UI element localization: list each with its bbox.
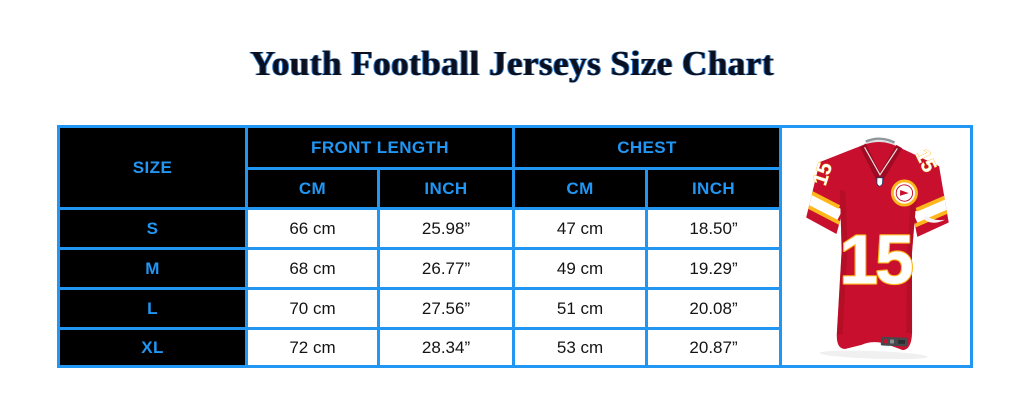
page-title: Youth Football Jerseys Size Chart [250, 44, 774, 83]
vneck-piping [863, 146, 898, 176]
chest-cm-cell: 53 cm [512, 327, 649, 368]
back-collar [862, 139, 897, 147]
cm-header-front: CM [245, 167, 380, 210]
collar-stripe [864, 136, 895, 144]
front-cm-cell: 70 cm [245, 287, 380, 330]
size-cell: S [57, 207, 248, 250]
size-chart-table: SIZE FRONT LENGTH CHEST [57, 125, 974, 368]
chest-cm-cell: 51 cm [512, 287, 649, 330]
chest-cm-cell: 47 cm [512, 207, 649, 250]
chest-inch-cell: 20.08” [645, 287, 783, 330]
table-row-l: L 70 cm 27.56” 51 cm 20.08” [57, 287, 972, 330]
front-inch-cell: 27.56” [376, 287, 516, 330]
chest-cm-cell: 49 cm [512, 247, 649, 290]
front-cm-cell: 72 cm [245, 327, 380, 368]
jersey-number: 15 [839, 220, 912, 298]
left-side-panel [836, 189, 847, 335]
chest-header: CHEST [512, 125, 783, 170]
front-length-header: FRONT LENGTH [244, 125, 516, 170]
inch-header-chest: INCH [645, 167, 783, 210]
chiefs-patch-icon [890, 179, 918, 207]
front-cm-cell: 66 cm [245, 207, 380, 250]
table-row-m: M 68 cm 26.77” 49 cm 19.29” [57, 247, 972, 290]
size-cell: M [57, 247, 248, 290]
size-cell: XL [57, 327, 248, 368]
table-row-s: S 66 cm 25.98” 47 cm 18.50” [57, 207, 972, 250]
jock-tag [880, 336, 908, 346]
chest-inch-cell: 20.87” [645, 327, 783, 368]
jersey-illustration: 15 15 15 [805, 136, 951, 359]
front-inch-cell: 28.34” [376, 327, 516, 368]
size-cell: L [57, 287, 248, 330]
table-row-xl: XL 72 cm 28.34” 53 cm 20.87” [57, 327, 972, 368]
right-side-panel [905, 191, 917, 333]
front-inch-cell: 25.98” [376, 207, 516, 250]
size-column-header: SIZE [57, 125, 248, 210]
jersey-shadow [819, 350, 928, 359]
front-inch-cell: 26.77” [376, 247, 516, 290]
nfl-shield-icon [875, 176, 883, 187]
chest-inch-cell: 19.29” [645, 247, 783, 290]
jersey-image-cell: 15 15 15 [779, 125, 974, 368]
inch-header-front: INCH [376, 167, 516, 210]
chest-inch-cell: 18.50” [645, 207, 783, 250]
cm-header-chest: CM [512, 167, 649, 210]
front-cm-cell: 68 cm [245, 247, 380, 290]
swoosh-icon [923, 214, 945, 223]
